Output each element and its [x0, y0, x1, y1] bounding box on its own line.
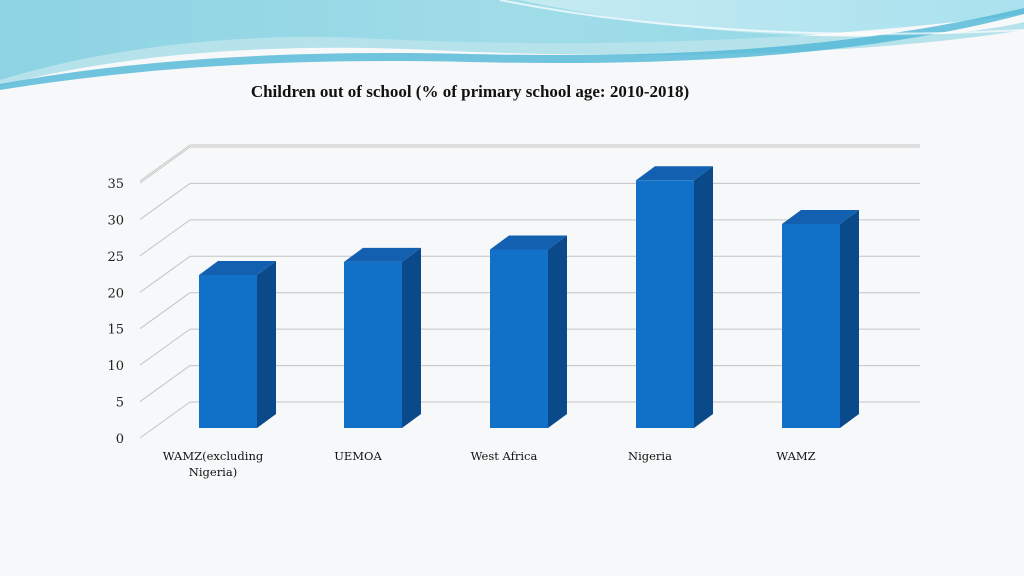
x-axis-labels: WAMZ(excluding Nigeria) UEMOA West Africa Ni…: [163, 449, 816, 479]
y-tick-label: 0: [116, 432, 124, 447]
x-category-label: UEMOA: [334, 449, 382, 463]
bar-front: [344, 261, 402, 428]
y-tick-label: 5: [116, 396, 124, 411]
chart-bars: [199, 166, 859, 429]
gridline-depth: [139, 292, 191, 330]
bar-1: [199, 261, 276, 428]
banner-wave-front: [0, 8, 1024, 90]
y-tick-label: 35: [107, 177, 124, 192]
x-category-label: Nigeria: [628, 449, 672, 463]
bar-side: [257, 261, 276, 428]
bar-side: [402, 247, 421, 428]
bar-front: [636, 180, 694, 428]
x-category-label: Nigeria): [189, 465, 237, 479]
y-tick-label: 30: [107, 213, 124, 228]
y-tick-label: 15: [107, 323, 124, 338]
x-category-label: WAMZ(excluding: [163, 449, 264, 463]
gridline-depth: [139, 219, 191, 257]
bar-side: [840, 210, 859, 428]
x-category-label: WAMZ: [776, 449, 815, 463]
bar-top: [782, 210, 859, 224]
bar-front: [199, 275, 257, 428]
decorative-banner: [0, 0, 1024, 90]
gridline-depth: [139, 401, 191, 439]
bar-4: [636, 166, 713, 429]
y-axis-ticks: 0 5 10 15 20 25 30 35: [107, 177, 124, 447]
y-tick-label: 20: [107, 286, 124, 301]
bar-top: [199, 261, 276, 275]
y-tick-label: 25: [107, 250, 124, 265]
bar-top: [636, 166, 713, 181]
bar-2: [344, 247, 421, 428]
chart-title: Children out of school (% of primary sch…: [250, 82, 690, 101]
gridline-depth: [139, 146, 191, 184]
bar-front: [490, 249, 548, 428]
x-category-label: West Africa: [471, 449, 538, 463]
bar-side: [694, 166, 713, 429]
bar-side: [548, 235, 567, 428]
gridline-depth: [139, 328, 191, 366]
banner-wave-mid: [0, 0, 1024, 86]
bar-top: [344, 247, 421, 262]
gridline-depth: [139, 255, 191, 293]
bar-3: [490, 235, 567, 428]
bar-top: [490, 235, 567, 250]
banner-highlight: [499, 0, 1024, 35]
bar-front: [782, 224, 840, 428]
bar-5: [782, 210, 859, 428]
gridline-depth: [139, 144, 191, 182]
gridline-depth: [139, 365, 191, 402]
y-tick-label: 10: [107, 359, 124, 374]
gridline-depth: [139, 183, 191, 220]
